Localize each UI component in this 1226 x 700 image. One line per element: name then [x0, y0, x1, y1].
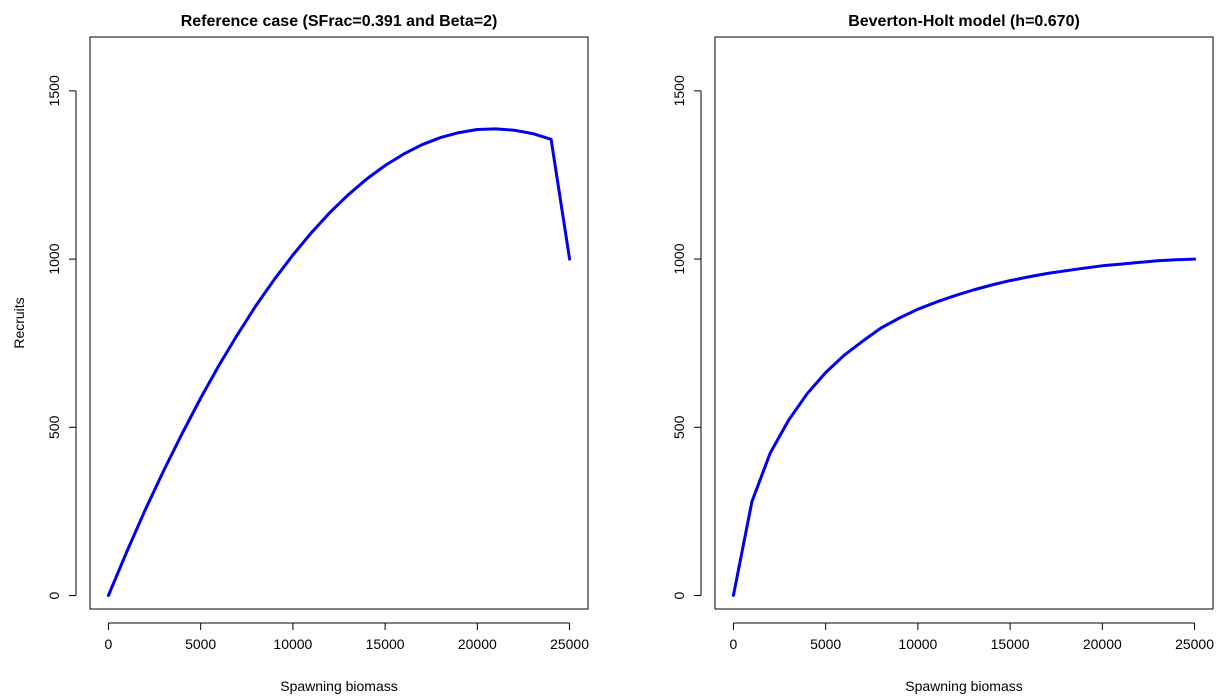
y-tick-label: 1500 [671, 75, 687, 106]
plot-frame [89, 36, 589, 610]
x-axis-label: Spawning biomass [905, 678, 1023, 694]
chart-title: Reference case (SFrac=0.391 and Beta=2) [181, 13, 498, 30]
x-tick-label: 5000 [810, 636, 841, 652]
x-tick-label: 15000 [991, 636, 1030, 652]
x-tick-label: 0 [730, 636, 738, 652]
x-tick-label: 20000 [458, 636, 497, 652]
chart-title: Beverton-Holt model (h=0.670) [848, 13, 1080, 30]
y-tick-label: 1000 [46, 243, 62, 274]
x-tick-label: 5000 [185, 636, 216, 652]
y-tick-label: 500 [46, 415, 62, 439]
x-tick-label: 20000 [1083, 636, 1122, 652]
x-axis-label: Spawning biomass [280, 678, 398, 694]
y-tick-label: 0 [46, 591, 62, 599]
series-line [106, 127, 572, 597]
x-tick-label: 25000 [550, 636, 589, 652]
x-tick-label: 10000 [898, 636, 937, 652]
left-panel: Reference case (SFrac=0.391 and Beta=2) 0… [11, 13, 589, 694]
x-tick-label: 15000 [366, 636, 405, 652]
y-tick-label: 1500 [46, 75, 62, 106]
series-line [731, 257, 1197, 597]
x-tick-label: 10000 [273, 636, 312, 652]
y-tick-label: 0 [671, 591, 687, 599]
y-tick-label: 1000 [671, 243, 687, 274]
right-panel: Beverton-Holt model (h=0.670)0 5000 10000 1… [671, 13, 1214, 694]
y-tick-label: 500 [671, 415, 687, 439]
x-tick-label: 0 [105, 636, 113, 652]
y-axis-label: Recruits [11, 297, 27, 348]
plot-frame [714, 36, 1214, 610]
x-tick-label: 25000 [1175, 636, 1214, 652]
